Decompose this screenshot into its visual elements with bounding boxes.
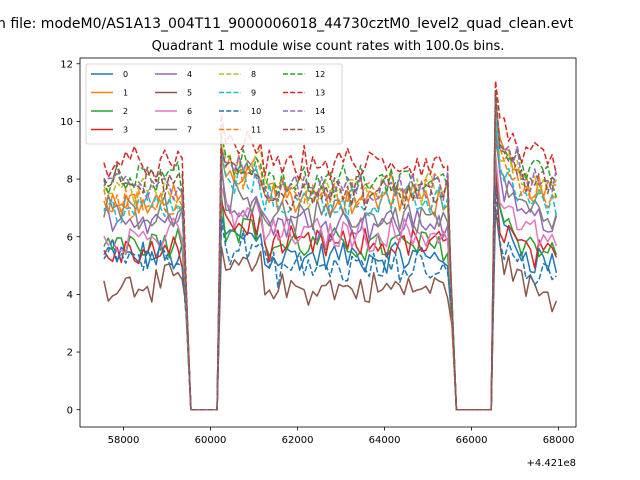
legend-label-0: 0 [123,70,128,79]
y-tick-label: 10 [60,117,73,128]
legend-label-3: 3 [123,126,128,135]
legend-frame [85,63,343,145]
legend-label-10: 10 [251,107,261,116]
legend-label-2: 2 [123,107,128,116]
y-tick-label: 4 [67,290,73,301]
series-line-8 [103,106,558,411]
chart-title: Quadrant 1 module wise count rates with … [152,39,505,54]
series-layer [103,80,558,411]
x-tick-label: 68000 [543,435,575,446]
axes-frame [79,57,577,428]
legend-label-7: 7 [187,126,192,135]
figure-suptitle: n file: modeM0/AS1A13_004T11_9000006018_… [0,16,574,32]
x-tick-label: 58000 [108,435,140,446]
series-line-13 [103,80,558,411]
y-tick-label: 8 [67,175,73,186]
legend-label-14: 14 [315,107,325,116]
y-tick-label: 0 [67,405,73,416]
legend-label-11: 11 [251,126,261,135]
x-offset-label: +4.421e8 [526,458,576,469]
x-tick-label: 62000 [282,435,314,446]
legend-label-15: 15 [315,126,325,135]
legend-label-6: 6 [187,107,192,116]
legend-label-4: 4 [187,70,192,79]
series-line-15 [103,90,557,411]
legend-label-5: 5 [187,89,192,98]
y-tick-label: 6 [67,232,73,243]
legend-label-8: 8 [251,70,256,79]
legend-label-9: 9 [251,89,256,98]
y-tick-label: 12 [60,59,73,70]
x-tick-label: 64000 [369,435,401,446]
legend-label-12: 12 [315,70,325,79]
legend-label-1: 1 [123,89,128,98]
legend-label-13: 13 [315,89,325,98]
series-line-14 [103,100,558,411]
y-tick-label: 2 [67,348,73,359]
x-tick-label: 66000 [456,435,488,446]
x-tick-label: 60000 [195,435,227,446]
